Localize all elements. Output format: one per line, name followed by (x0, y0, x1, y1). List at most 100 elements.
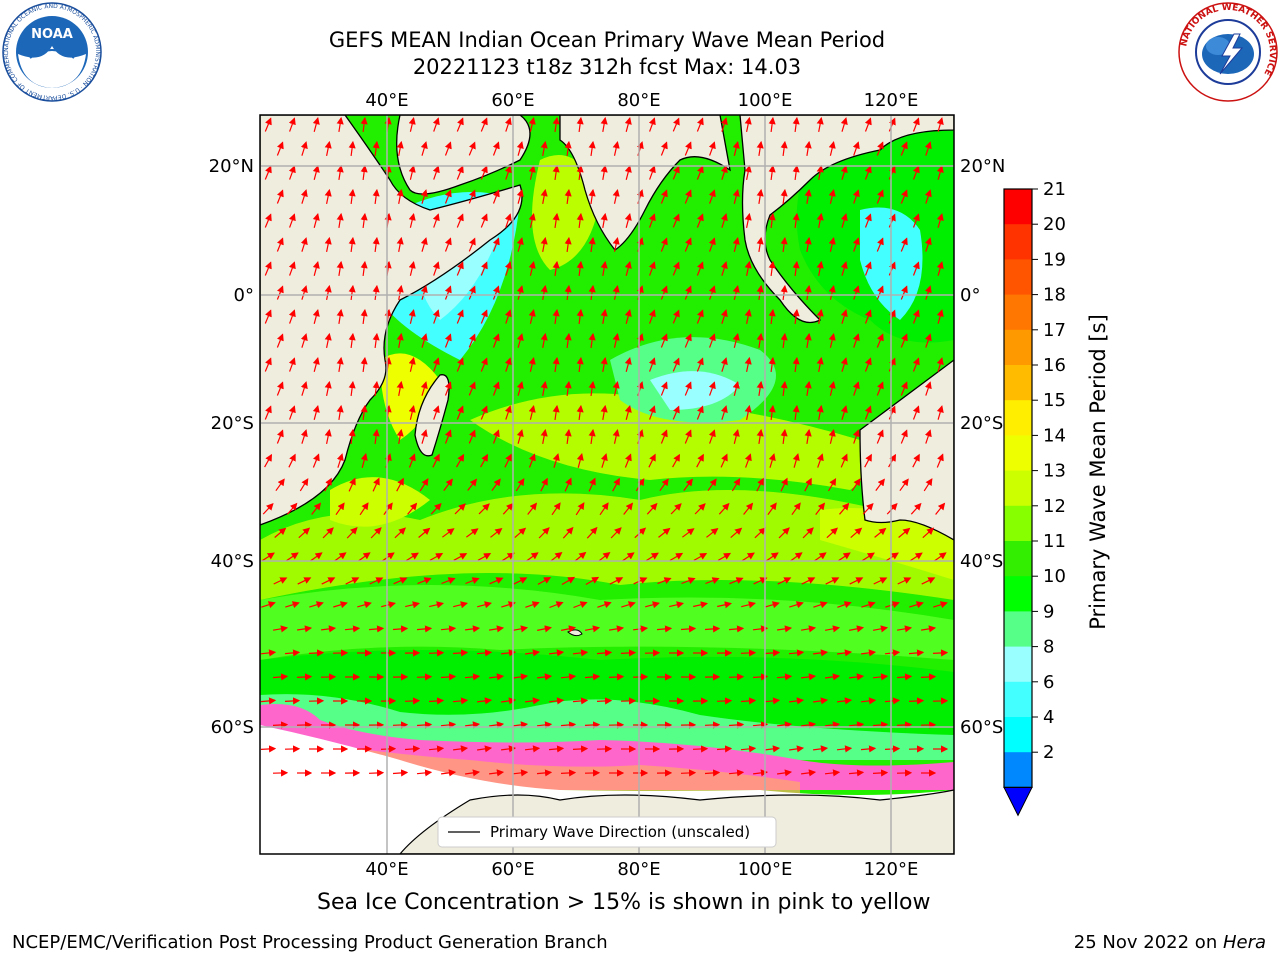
wave-direction-arrow (392, 625, 409, 633)
wave-direction-arrow (540, 332, 548, 349)
wave-direction-arrow (360, 308, 368, 324)
wave-direction-arrow (336, 308, 344, 324)
lon-tick-bottom: 100°E (738, 859, 793, 880)
wave-direction-arrow (348, 332, 356, 348)
wave-direction-arrow (780, 188, 788, 204)
wave-direction-arrow (537, 673, 553, 681)
wave-direction-arrow (465, 769, 481, 777)
wave-direction-arrow (276, 141, 284, 156)
wave-direction-arrow (336, 164, 344, 180)
lat-tick-right: 20°S (960, 413, 1003, 434)
wave-direction-arrow (933, 552, 947, 562)
wave-direction-arrow (276, 333, 284, 348)
wave-direction-arrow (694, 503, 706, 515)
wave-direction-arrow (828, 381, 836, 396)
colorbar-frame (1003, 188, 1033, 789)
wave-direction-arrow (346, 527, 358, 539)
wave-direction-arrow (370, 527, 382, 539)
wave-direction-arrow (864, 261, 872, 276)
wave-direction-arrow (285, 552, 299, 562)
wave-direction-arrow (456, 405, 464, 420)
wave-direction-arrow (525, 697, 541, 705)
wave-direction-arrow (574, 551, 587, 562)
wave-direction-arrow (372, 236, 380, 252)
wave-direction-arrow (360, 164, 368, 180)
wave-direction-arrow (360, 212, 368, 228)
wave-direction-arrow (696, 357, 704, 372)
wave-direction-arrow (432, 261, 440, 276)
wave-direction-arrow (884, 697, 901, 705)
wave-direction-arrow (840, 261, 848, 276)
wave-direction-arrow (408, 357, 416, 372)
wave-direction-arrow (600, 356, 608, 373)
wave-direction-arrow (936, 213, 944, 228)
wave-direction-arrow (407, 502, 418, 515)
period-band-13-southwest (330, 477, 430, 527)
wave-direction-arrow (264, 453, 272, 468)
wave-direction-arrow (764, 649, 781, 657)
wave-direction-arrow (768, 116, 776, 132)
wave-direction-arrow (728, 673, 745, 681)
wave-direction-arrow (348, 380, 356, 396)
wave-direction-arrow (717, 552, 732, 562)
wave-direction-arrow (538, 527, 550, 539)
wave-direction-arrow (480, 117, 488, 132)
nws-logo: NATIONAL WEATHER SERVICE (1178, 2, 1278, 102)
wave-direction-arrow (584, 673, 601, 681)
wave-direction-arrow (516, 237, 524, 252)
wave-direction-arrow (876, 381, 884, 396)
wave-direction-arrow (672, 453, 680, 468)
wave-direction-arrow (261, 601, 276, 609)
wave-direction-arrow (816, 116, 824, 133)
wave-direction-arrow (308, 649, 325, 657)
wave-direction-arrow (333, 601, 348, 609)
wave-direction-arrow (801, 769, 817, 777)
wave-direction-arrow (670, 503, 682, 515)
wave-direction-arrow (408, 165, 416, 180)
wave-direction-arrow (624, 453, 632, 468)
lat-tick-left: 20°N (209, 156, 254, 177)
wave-direction-arrow (876, 333, 884, 348)
wave-direction-arrow (420, 141, 428, 156)
lat-tick-left: 20°S (211, 413, 254, 434)
colorbar: 21 20 19 18 17 16 15 14 13 12 11 10 9 8 6 4 2 (1003, 179, 1066, 817)
wave-direction-arrow (813, 697, 829, 705)
wave-direction-arrow (696, 117, 704, 132)
wave-direction-arrow (816, 308, 824, 325)
wave-direction-arrow (852, 237, 860, 252)
lon-tick-bottom: 40°E (365, 859, 408, 880)
footer-date-text: 25 Nov 2022 on (1073, 932, 1223, 953)
wave-direction-arrow (624, 117, 632, 132)
wave-direction-arrow (275, 478, 285, 492)
wave-direction-arrow (420, 189, 428, 204)
wave-direction-arrow (572, 745, 589, 753)
colorbar-tick-label: 17 (1043, 320, 1066, 341)
wave-direction-arrow (612, 285, 620, 300)
wave-direction-arrow (740, 745, 757, 753)
wave-direction-arrow (804, 140, 812, 156)
wave-direction-arrow (276, 381, 284, 396)
wave-direction-arrow (756, 428, 764, 444)
wave-direction-arrow (432, 453, 440, 468)
wave-direction-arrow (888, 405, 896, 420)
wave-direction-arrow (596, 649, 613, 657)
wave-direction-arrow (621, 601, 636, 609)
wave-direction-arrow (260, 697, 277, 705)
wave-direction-arrow (776, 673, 793, 681)
wave-direction-arrow (525, 601, 540, 609)
wave-direction-arrow (260, 649, 277, 657)
wave-direction-arrow (732, 189, 740, 204)
wave-direction-arrow (852, 333, 860, 348)
wave-direction-arrow (564, 428, 572, 444)
period-band-13-central (470, 393, 868, 490)
wave-direction-arrow (728, 721, 745, 729)
wave-direction-arrow (456, 213, 464, 228)
wave-direction-arrow (588, 284, 596, 300)
wave-direction-arrow (274, 527, 287, 538)
wave-direction-arrow (708, 381, 716, 396)
wave-direction-arrow (624, 405, 632, 420)
wave-direction-arrow (285, 601, 300, 609)
wave-direction-arrow (360, 356, 368, 372)
period-band-13-southeast (820, 508, 954, 580)
wave-direction-arrow (432, 117, 440, 132)
